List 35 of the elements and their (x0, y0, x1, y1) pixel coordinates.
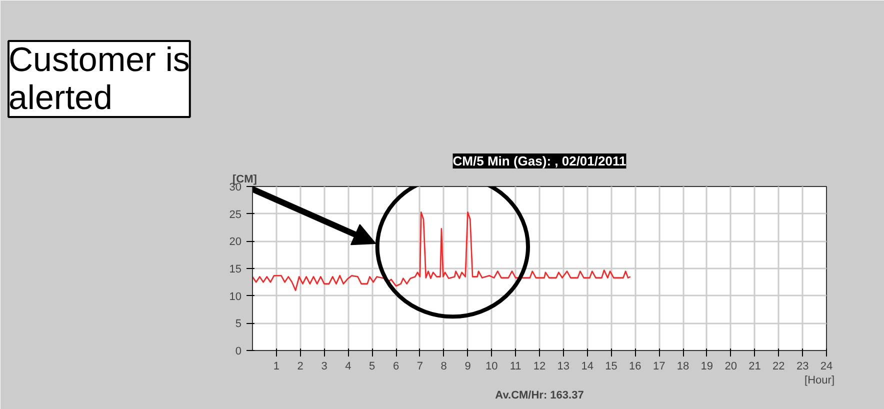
x-tick-label: 20 (724, 360, 737, 372)
x-tick-label: 9 (464, 360, 471, 372)
x-tick-label: 19 (700, 360, 714, 372)
x-tick-label: 18 (676, 360, 690, 372)
y-tick-label: 15 (229, 264, 242, 276)
x-tick-label: 23 (796, 360, 809, 372)
x-tick-label: 21 (748, 360, 761, 372)
text: Customer is alerted (8, 41, 190, 117)
y-tick-label: 20 (229, 236, 242, 248)
x-tick-label: 5 (369, 360, 376, 372)
x-tick-label: 24 (820, 360, 833, 372)
x-tick-label: 22 (772, 360, 785, 372)
x-tick-label: 17 (652, 360, 666, 372)
x-tick-label: 13 (557, 360, 570, 372)
x-tick-label: 7 (416, 360, 423, 372)
y-tick-label: 25 (229, 208, 242, 221)
x-tick-label: 3 (321, 360, 328, 372)
x-tick-label: 16 (629, 360, 642, 372)
x-tick-label: 1 (273, 360, 280, 372)
x-tick-label: 6 (392, 360, 400, 372)
x-axis-title: [Hour] (804, 374, 835, 386)
x-tick-label: 8 (440, 360, 447, 372)
text: Av.CM/Hr: 163.37 (495, 390, 584, 402)
x-tick-label: 15 (605, 360, 618, 372)
x-tick-label: 2 (297, 360, 304, 372)
y-tick-label: 0 (235, 346, 242, 358)
x-tick-label: 4 (345, 360, 352, 372)
x-tick-label: 14 (581, 360, 594, 372)
x-tick-label: 11 (510, 360, 522, 372)
x-tick-label: 12 (533, 360, 546, 372)
chart-title: CM/5 Min (Gas): , 02/01/2011 (452, 154, 626, 168)
y-tick-label: 10 (229, 290, 242, 303)
x-tick-label: 10 (486, 360, 498, 372)
y-tick-label: 5 (235, 318, 242, 330)
line-series (252, 212, 632, 292)
